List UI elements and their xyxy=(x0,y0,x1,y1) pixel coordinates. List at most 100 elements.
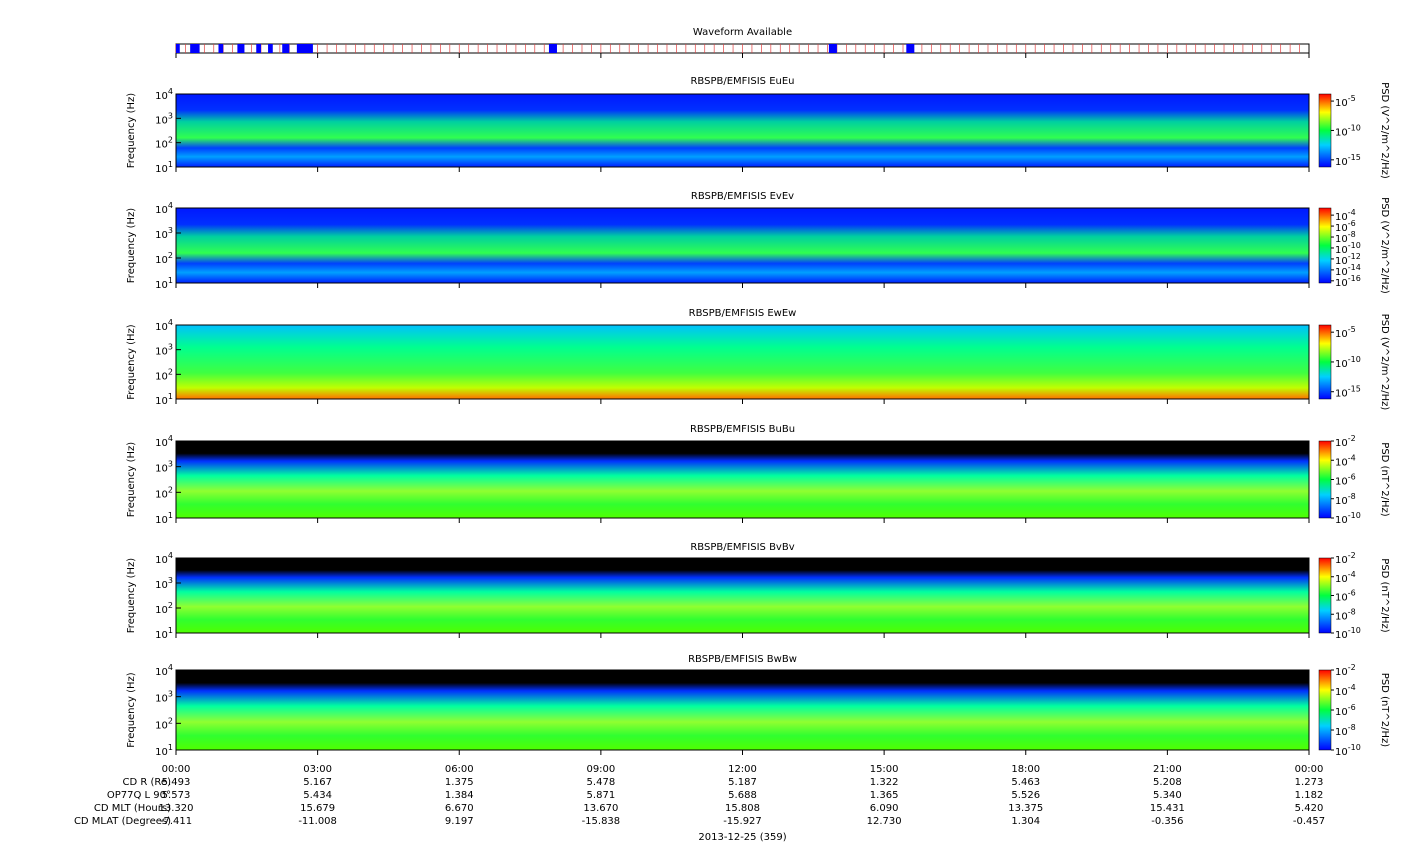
tick-exponent: -10 xyxy=(1348,743,1361,752)
colorbar xyxy=(1318,93,1332,168)
tick-base: 10 xyxy=(155,489,168,500)
ephemeris-value: -15.838 xyxy=(582,816,621,827)
tick-base: 10 xyxy=(1335,496,1348,507)
y-tick-label: 102 xyxy=(155,601,173,617)
waveform-interval xyxy=(268,44,273,53)
ephemeris-value: -15.927 xyxy=(723,816,762,827)
tick-base: 10 xyxy=(155,555,168,566)
waveform-title: Waveform Available xyxy=(693,27,792,38)
ephemeris-value: 5.187 xyxy=(728,777,757,788)
tick-base: 10 xyxy=(1335,359,1348,370)
tick-base: 10 xyxy=(155,91,168,102)
ephemeris-value: 5.340 xyxy=(1153,790,1182,801)
tick-exponent: 3 xyxy=(168,342,173,351)
waveform-interval xyxy=(190,44,200,53)
tick-exponent: 1 xyxy=(168,276,173,285)
colorbar-tick-label: 10-8 xyxy=(1335,491,1356,507)
y-tick-label: 102 xyxy=(155,135,173,151)
y-tick-label: 101 xyxy=(155,626,173,642)
colorbar-label: PSD (V^2/m^2/Hz) xyxy=(1379,82,1390,179)
ephemeris-value: 5.434 xyxy=(303,790,332,801)
y-tick-label: 102 xyxy=(155,251,173,267)
tick-base: 10 xyxy=(155,667,168,678)
y-axis-label: Frequency (Hz) xyxy=(126,442,137,518)
colorbar-tick-label: 10-10 xyxy=(1335,354,1361,370)
tick-base: 10 xyxy=(155,747,168,758)
y-tick-label: 104 xyxy=(155,551,173,567)
colorbar-tick-label: 10-10 xyxy=(1335,743,1361,759)
ephemeris-value: 1.322 xyxy=(870,777,899,788)
x-tick-label: 03:00 xyxy=(303,764,332,775)
tick-base: 10 xyxy=(1335,477,1348,488)
x-tick-label: 21:00 xyxy=(1153,764,1182,775)
tick-exponent: -14 xyxy=(1348,262,1361,271)
ephemeris-value: 13.375 xyxy=(1008,803,1043,814)
tick-base: 10 xyxy=(155,515,168,526)
tick-base: 10 xyxy=(155,347,168,358)
y-tick-label: 103 xyxy=(155,111,173,127)
colorbar-tick-label: 10-8 xyxy=(1335,607,1356,623)
waveform-interval xyxy=(906,44,915,53)
ephemeris-value: -0.356 xyxy=(1151,816,1183,827)
tick-exponent: 4 xyxy=(168,318,173,327)
tick-exponent: 2 xyxy=(168,135,173,144)
x-tick-label: 00:00 xyxy=(162,764,191,775)
ephemeris-value: 5.208 xyxy=(1153,777,1182,788)
colorbar xyxy=(1318,669,1332,751)
panel-title: RBSPB/EMFISIS BvBv xyxy=(690,542,794,553)
x-tick-label: 00:00 xyxy=(1295,764,1324,775)
y-tick-label: 102 xyxy=(155,716,173,732)
waveform-interval xyxy=(256,44,261,53)
tick-base: 10 xyxy=(1335,574,1348,585)
waveform-interval xyxy=(296,44,313,53)
x-tick-label: 12:00 xyxy=(728,764,757,775)
tick-base: 10 xyxy=(1335,707,1348,718)
tick-base: 10 xyxy=(155,115,168,126)
tick-base: 10 xyxy=(1335,256,1348,267)
tick-base: 10 xyxy=(1335,667,1348,678)
y-axis-label: Frequency (Hz) xyxy=(126,208,137,284)
ephemeris-value: 15.808 xyxy=(725,803,760,814)
colorbar-label: PSD (V^2/m^2/Hz) xyxy=(1379,314,1390,411)
tick-exponent: 4 xyxy=(168,87,173,96)
tick-base: 10 xyxy=(1335,389,1348,400)
colorbar-tick-label: 10-16 xyxy=(1335,273,1361,289)
tick-base: 10 xyxy=(1335,157,1348,168)
y-tick-label: 101 xyxy=(155,160,173,176)
colorbar-tick-label: 10-5 xyxy=(1335,325,1356,341)
colorbar-tick-label: 10-4 xyxy=(1335,683,1356,699)
tick-exponent: 3 xyxy=(168,689,173,698)
colorbar xyxy=(1318,440,1332,519)
tick-base: 10 xyxy=(1335,593,1348,604)
tick-exponent: 1 xyxy=(168,626,173,635)
tick-base: 10 xyxy=(155,464,168,475)
tick-exponent: 2 xyxy=(168,601,173,610)
tick-base: 10 xyxy=(1335,278,1348,289)
tick-exponent: 2 xyxy=(168,251,173,260)
ephemeris-value: 1.304 xyxy=(1011,816,1040,827)
tick-exponent: -10 xyxy=(1348,123,1361,132)
tick-base: 10 xyxy=(1335,611,1348,622)
y-tick-label: 101 xyxy=(155,743,173,759)
tick-base: 10 xyxy=(155,322,168,333)
ephemeris-label: CD R (Re) xyxy=(123,777,172,788)
spectrogram xyxy=(176,325,1309,399)
tick-exponent: -2 xyxy=(1348,551,1356,560)
y-axis-label: Frequency (Hz) xyxy=(126,93,137,169)
colorbar-tick-label: 10-6 xyxy=(1335,472,1356,488)
ephemeris-value: 5.688 xyxy=(728,790,757,801)
tick-exponent: 3 xyxy=(168,226,173,235)
tick-exponent: 2 xyxy=(168,367,173,376)
colorbar-tick-label: 10-14 xyxy=(1335,262,1361,278)
tick-exponent: -8 xyxy=(1348,491,1356,500)
tick-base: 10 xyxy=(155,438,168,449)
colorbar-tick-label: 10-6 xyxy=(1335,588,1356,604)
ephemeris-value: 6.670 xyxy=(445,803,474,814)
tick-exponent: 4 xyxy=(168,551,173,560)
tick-exponent: -2 xyxy=(1348,434,1356,443)
tick-exponent: -8 xyxy=(1348,230,1356,239)
ephemeris-value: 5.167 xyxy=(303,777,332,788)
tick-base: 10 xyxy=(1335,727,1348,738)
tick-base: 10 xyxy=(1335,223,1348,234)
